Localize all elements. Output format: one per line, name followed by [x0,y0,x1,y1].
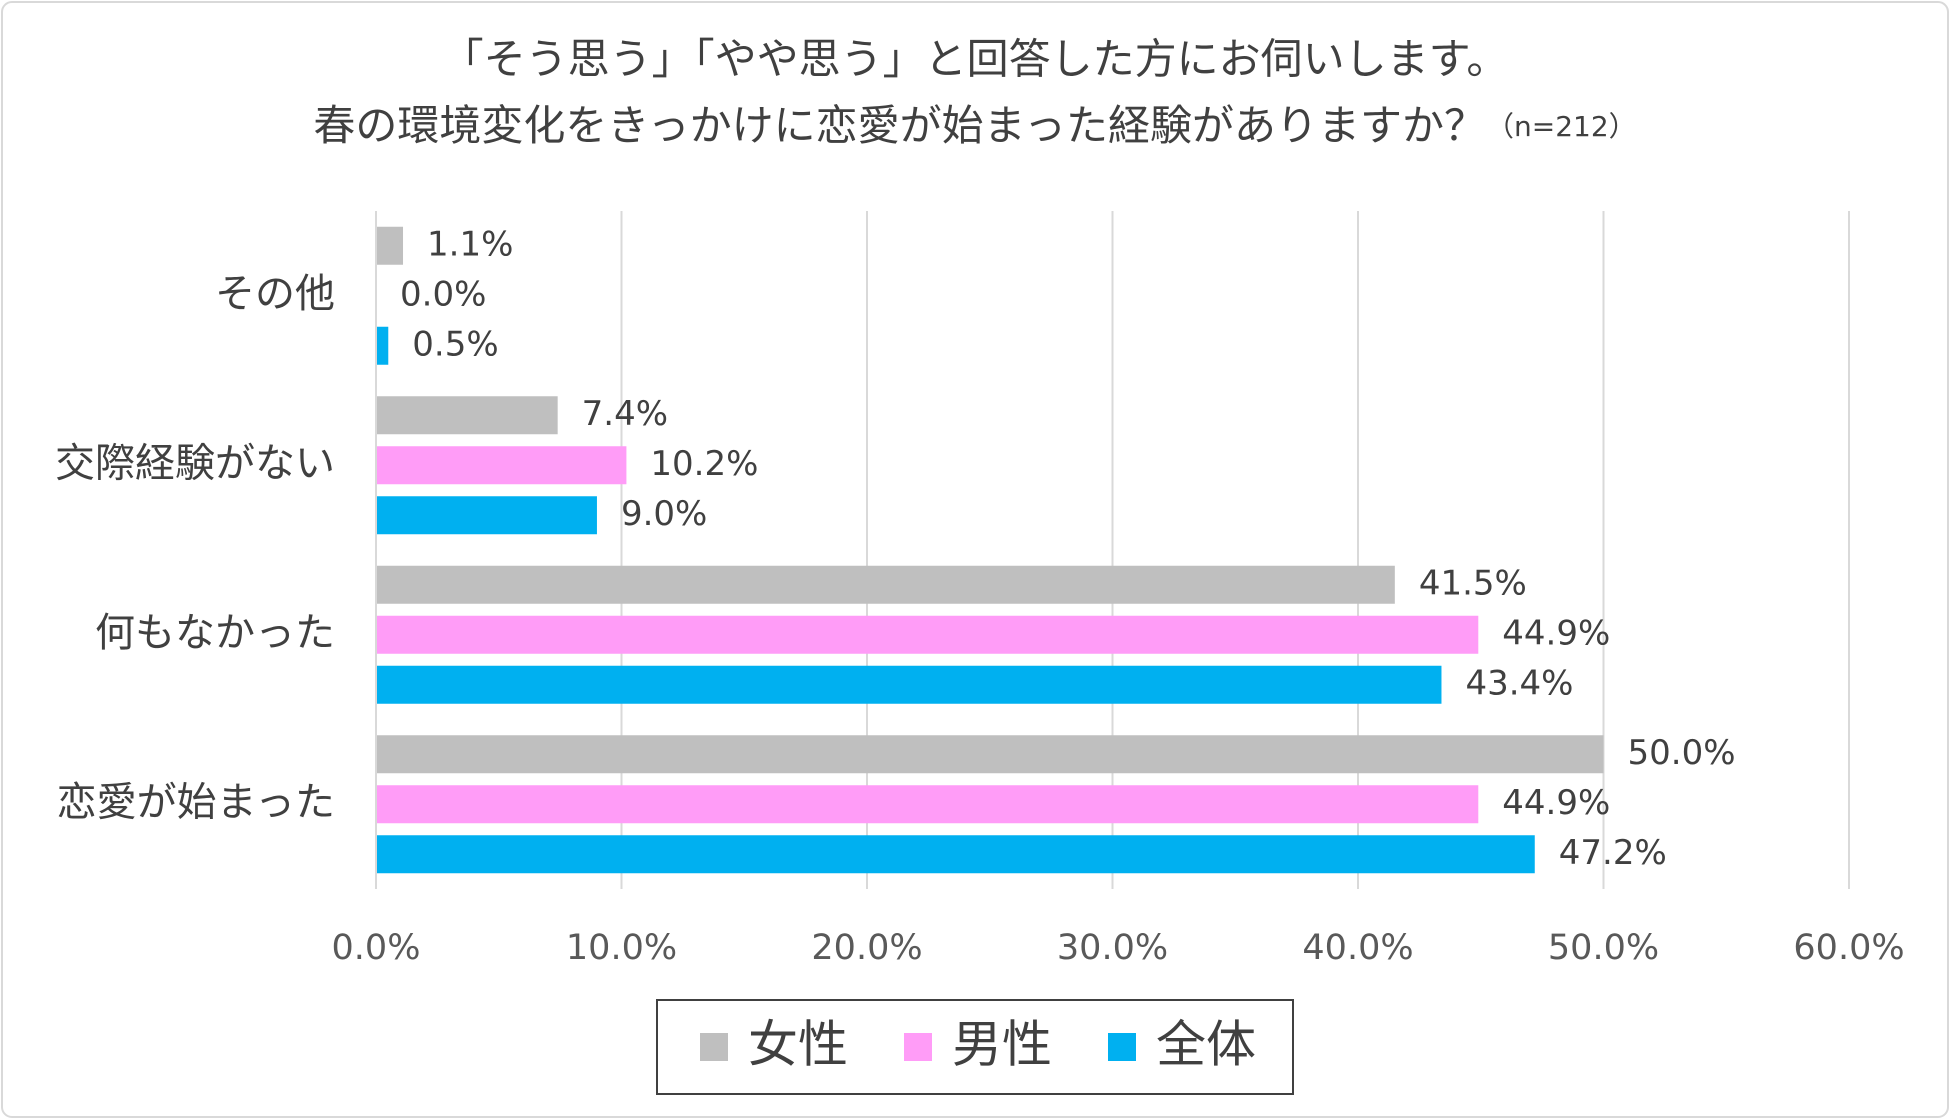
bar [376,565,1395,604]
sample-note: （n=212） [1486,110,1637,143]
x-tick-label: 40.0% [1302,928,1413,968]
bar [376,615,1479,654]
value-label: 50.0% [1628,733,1736,773]
value-label: 1.1% [427,224,513,264]
x-tick-label: 10.0% [566,928,677,968]
bar [376,785,1479,824]
value-label: 43.4% [1465,663,1573,703]
y-tick-label: 恋愛が始まった [57,779,335,825]
bar [376,226,404,265]
legend-label: 男性 [952,1016,1052,1074]
legend-label: 全体 [1156,1016,1256,1074]
value-label: 9.0% [621,494,707,534]
bar [376,496,597,535]
x-tick-label: 30.0% [1057,928,1168,968]
value-label: 41.5% [1419,563,1527,603]
legend-swatch [904,1033,932,1061]
value-label: 44.9% [1502,783,1610,823]
y-tick-label: その他 [215,271,335,317]
value-label: 47.2% [1559,833,1667,873]
x-tick-label: 0.0% [332,928,421,968]
value-label: 0.5% [412,324,498,364]
legend-box [656,999,1294,1095]
chart-title: 春の環境変化をきっかけに恋愛が始まった経験がありますか？（n=212） [313,101,1636,150]
bar [376,835,1535,874]
bar [376,665,1442,704]
bar [376,735,1604,774]
legend-swatch [1108,1033,1136,1061]
legend-swatch [700,1033,728,1061]
value-label: 44.9% [1502,613,1610,653]
x-tick-label: 60.0% [1793,928,1904,968]
legend-label: 女性 [748,1016,848,1074]
bar [376,326,389,365]
value-label: 10.2% [650,444,758,484]
title-line: 春の環境変化をきっかけに恋愛が始まった経験がありますか？ [313,101,1486,150]
x-tick-label: 50.0% [1548,928,1659,968]
value-label: 0.0% [400,274,486,314]
bar [376,446,627,485]
value-label: 7.4% [582,394,668,434]
bar [376,396,558,435]
y-tick-label: 何もなかった [95,610,335,656]
y-tick-label: 交際経験がない [55,440,335,486]
x-tick-label: 20.0% [811,928,922,968]
chart-title: 「そう思う」「やや思う」と回答した方にお伺いします。 [442,35,1509,84]
